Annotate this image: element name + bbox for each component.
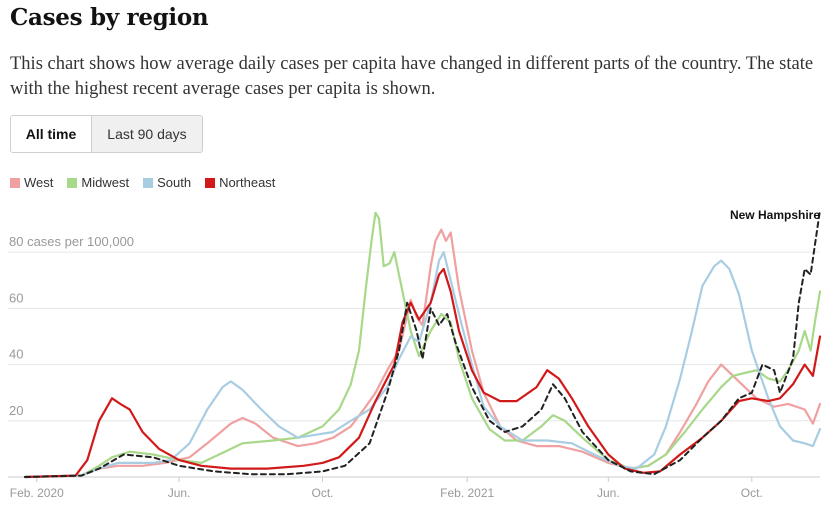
series-line-west (23, 228, 822, 479)
legend-swatch-midwest (67, 177, 78, 188)
legend-item-west: West (10, 175, 53, 190)
tab-last-90-days[interactable]: Last 90 days (91, 116, 202, 152)
series-line-midwest (23, 211, 822, 479)
highlight-label: New Hampshire (730, 208, 820, 222)
legend-label-south: South (157, 175, 192, 190)
legend-swatch-west (10, 177, 20, 188)
legend-swatch-south (143, 177, 154, 188)
x-tick-label: Jun. (168, 486, 191, 500)
y-tick-label: 20 (9, 403, 23, 418)
y-tick-label: 80 cases per 100,000 (9, 234, 134, 249)
tab-all-time[interactable]: All time (11, 116, 91, 152)
y-tick-label: 60 (9, 290, 23, 305)
series-line-northeast (23, 267, 822, 479)
legend-label-midwest: Midwest (81, 175, 130, 190)
series-line-south (23, 251, 822, 479)
x-tick-label: Feb. 2020 (10, 486, 64, 500)
legend-label-west: West (24, 175, 54, 190)
legend-item-south: South (143, 175, 191, 190)
x-tick-label: Feb. 2021 (440, 486, 494, 500)
legend-swatch-northeast (205, 177, 216, 188)
chart-title: Cases by region (10, 4, 209, 31)
time-range-toggle: All time Last 90 days (10, 115, 203, 153)
legend-label-northeast: Northeast (219, 175, 276, 190)
y-tick-label: 40 (9, 347, 23, 362)
legend-item-midwest: Midwest (67, 175, 129, 190)
x-tick-label: Oct. (741, 486, 763, 500)
chart-description: This chart shows how average daily cases… (10, 54, 814, 99)
x-tick-label: Jun. (597, 486, 620, 500)
series-line-new-hampshire (24, 209, 821, 478)
cases-line-chart: 20 40 60 80 cases per 100,000 Feb. 2020 Jun. O… (8, 208, 822, 500)
legend-item-northeast: Northeast (205, 175, 275, 190)
legend: West Midwest South Northeast (10, 175, 289, 190)
x-tick-label: Oct. (312, 486, 334, 500)
